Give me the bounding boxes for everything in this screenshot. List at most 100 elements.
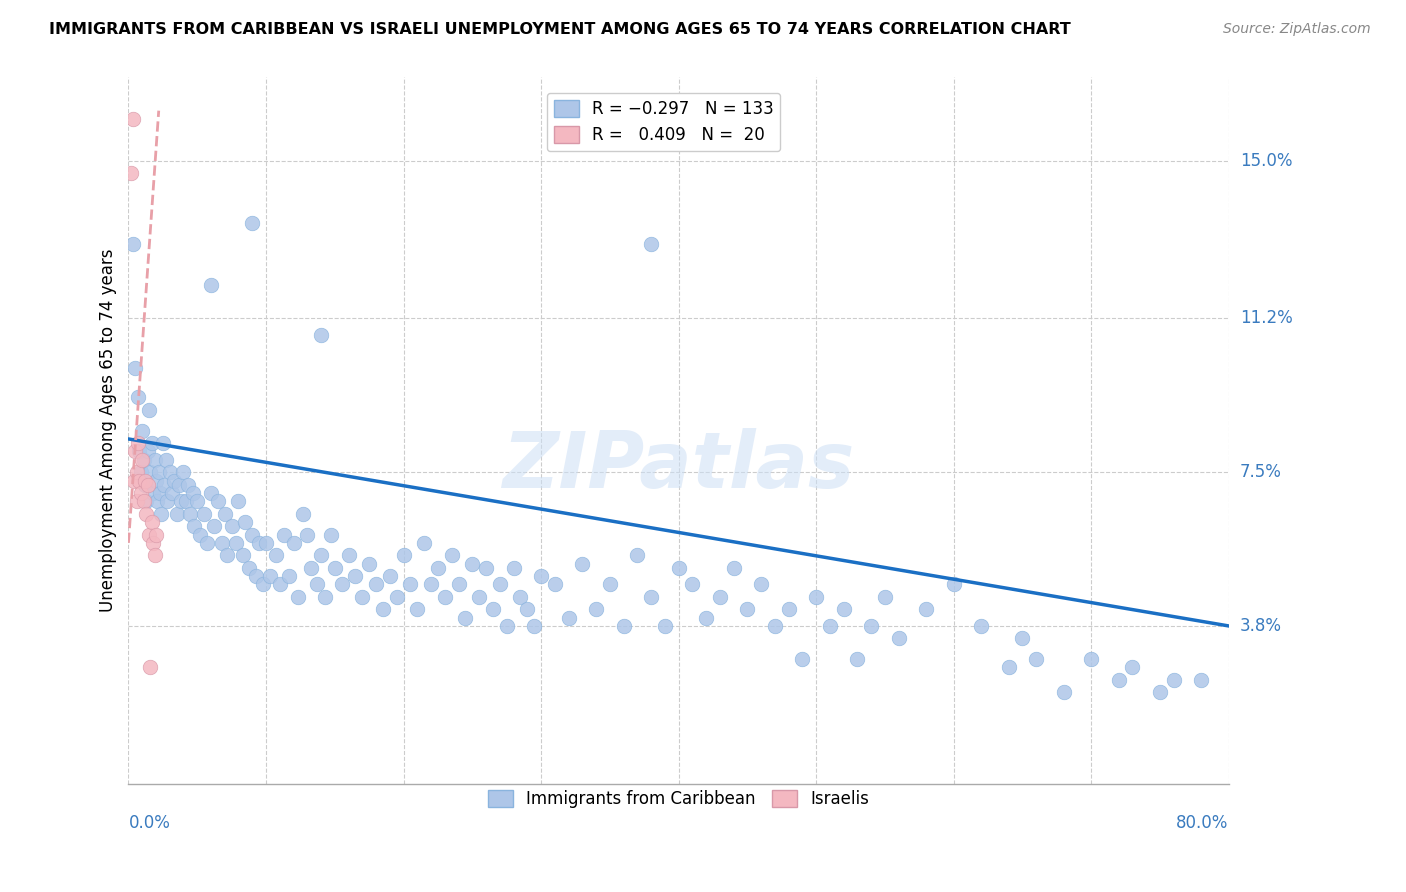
Point bbox=[447, 577, 470, 591]
Point bbox=[134, 477, 156, 491]
Point bbox=[183, 519, 205, 533]
Point bbox=[125, 494, 148, 508]
Point bbox=[915, 602, 938, 616]
Point bbox=[179, 507, 201, 521]
Y-axis label: Unemployment Among Ages 65 to 74 years: Unemployment Among Ages 65 to 74 years bbox=[100, 249, 117, 613]
Point bbox=[1053, 685, 1076, 699]
Point bbox=[120, 166, 142, 180]
Point bbox=[150, 507, 173, 521]
Text: ZIPatlas: ZIPatlas bbox=[502, 428, 855, 504]
Point bbox=[217, 549, 239, 563]
Point bbox=[495, 619, 517, 633]
Point bbox=[134, 474, 156, 488]
Point bbox=[413, 536, 436, 550]
Point bbox=[139, 660, 162, 674]
Point bbox=[440, 549, 463, 563]
Point bbox=[359, 557, 381, 571]
Point bbox=[152, 436, 174, 450]
Point bbox=[135, 494, 157, 508]
Point bbox=[846, 652, 869, 666]
Point bbox=[259, 569, 281, 583]
Point bbox=[330, 577, 353, 591]
Point bbox=[1011, 632, 1033, 646]
Point bbox=[148, 465, 170, 479]
Point bbox=[124, 444, 146, 458]
Point bbox=[292, 507, 315, 521]
Point bbox=[273, 527, 295, 541]
Point bbox=[681, 577, 703, 591]
Point bbox=[399, 577, 422, 591]
Point bbox=[240, 527, 263, 541]
Point bbox=[314, 590, 336, 604]
Point bbox=[200, 486, 222, 500]
Point bbox=[138, 527, 160, 541]
Point bbox=[135, 507, 157, 521]
Point bbox=[778, 602, 800, 616]
Point bbox=[1080, 652, 1102, 666]
Point bbox=[163, 474, 186, 488]
Point bbox=[245, 569, 267, 583]
Text: 7.5%: 7.5% bbox=[1240, 463, 1282, 481]
Point bbox=[1149, 685, 1171, 699]
Point bbox=[626, 549, 648, 563]
Point bbox=[319, 527, 342, 541]
Point bbox=[159, 465, 181, 479]
Point bbox=[156, 494, 179, 508]
Point bbox=[264, 549, 287, 563]
Point bbox=[406, 602, 429, 616]
Point bbox=[654, 619, 676, 633]
Point bbox=[170, 494, 193, 508]
Point bbox=[385, 590, 408, 604]
Point bbox=[873, 590, 896, 604]
Text: Source: ZipAtlas.com: Source: ZipAtlas.com bbox=[1223, 22, 1371, 37]
Point bbox=[136, 444, 159, 458]
Point bbox=[129, 465, 152, 479]
Point bbox=[125, 465, 148, 479]
Point bbox=[523, 619, 546, 633]
Point bbox=[1189, 673, 1212, 687]
Point bbox=[142, 486, 165, 500]
Point bbox=[488, 577, 510, 591]
Point bbox=[174, 494, 197, 508]
Point bbox=[138, 402, 160, 417]
Point bbox=[132, 494, 155, 508]
Point bbox=[613, 619, 636, 633]
Point bbox=[420, 577, 443, 591]
Point bbox=[516, 602, 538, 616]
Point bbox=[792, 652, 814, 666]
Point bbox=[860, 619, 883, 633]
Point bbox=[305, 577, 328, 591]
Point bbox=[128, 474, 150, 488]
Point bbox=[426, 561, 449, 575]
Point bbox=[970, 619, 993, 633]
Point bbox=[640, 590, 662, 604]
Point bbox=[287, 590, 309, 604]
Point bbox=[202, 519, 225, 533]
Point bbox=[247, 536, 270, 550]
Point bbox=[818, 619, 841, 633]
Point bbox=[278, 569, 301, 583]
Point bbox=[695, 610, 717, 624]
Point bbox=[131, 424, 153, 438]
Legend: Immigrants from Caribbean, Israelis: Immigrants from Caribbean, Israelis bbox=[481, 783, 876, 814]
Point bbox=[352, 590, 374, 604]
Point bbox=[252, 577, 274, 591]
Point bbox=[153, 477, 176, 491]
Point bbox=[454, 610, 477, 624]
Point bbox=[139, 465, 162, 479]
Point bbox=[127, 436, 149, 450]
Point bbox=[509, 590, 531, 604]
Point bbox=[749, 577, 772, 591]
Point bbox=[299, 561, 322, 575]
Point bbox=[887, 632, 910, 646]
Point bbox=[475, 561, 498, 575]
Point bbox=[763, 619, 786, 633]
Point bbox=[131, 452, 153, 467]
Point bbox=[254, 536, 277, 550]
Point bbox=[141, 436, 163, 450]
Point bbox=[997, 660, 1019, 674]
Point bbox=[337, 549, 360, 563]
Point bbox=[737, 602, 759, 616]
Point bbox=[1121, 660, 1143, 674]
Point bbox=[238, 561, 260, 575]
